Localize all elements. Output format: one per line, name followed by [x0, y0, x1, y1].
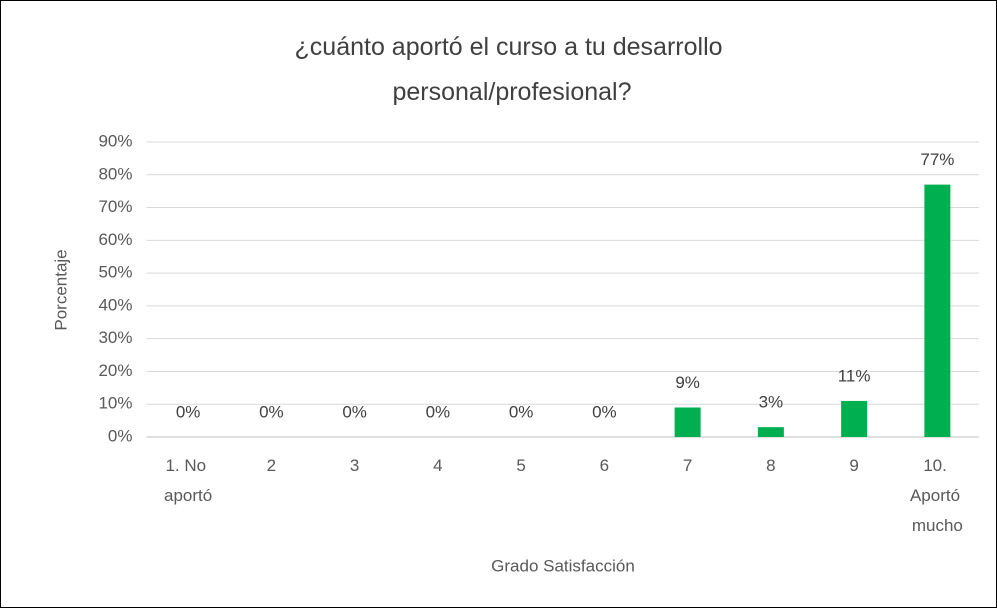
- y-tick-label: 60%: [98, 230, 132, 249]
- bar: [841, 400, 868, 437]
- y-tick-label: 20%: [98, 361, 132, 380]
- data-label: 0%: [509, 402, 534, 421]
- bar: [757, 427, 784, 437]
- y-axis-label: Porcentaje: [51, 249, 70, 330]
- data-label: 0%: [259, 402, 284, 421]
- x-tick-label: 5: [516, 456, 525, 475]
- y-tick-label: 70%: [98, 197, 132, 216]
- y-tick-label: 0%: [108, 426, 133, 445]
- x-axis-label: Grado Satisfacción: [491, 556, 635, 575]
- y-tick-label: 10%: [98, 394, 132, 413]
- y-tick-label: 50%: [98, 263, 132, 282]
- data-label: 0%: [342, 402, 367, 421]
- bar: [924, 184, 951, 437]
- x-tick-label: 7: [683, 456, 692, 475]
- y-tick-label: 30%: [98, 328, 132, 347]
- x-tick-label: 2: [267, 456, 276, 475]
- data-label: 11%: [838, 366, 871, 385]
- bar: [674, 407, 701, 437]
- x-tick-label: 3: [350, 456, 359, 475]
- data-label: 77%: [920, 150, 954, 169]
- data-label: 0%: [426, 402, 451, 421]
- chart-title: ¿cuánto aportó el curso a tu desarrollo …: [295, 33, 730, 106]
- data-label: 0%: [592, 402, 617, 421]
- x-tick-label: 6: [600, 456, 609, 475]
- y-tick-label: 80%: [98, 164, 132, 183]
- x-tick-label: 9: [849, 456, 858, 475]
- data-label: 3%: [759, 393, 784, 412]
- x-tick-label: 8: [766, 456, 775, 475]
- data-label: 9%: [675, 373, 700, 392]
- x-tick-label: 4: [433, 456, 442, 475]
- x-tick-label: 1. No aportó: [164, 456, 212, 505]
- y-tick-label: 90%: [98, 131, 132, 150]
- data-label: 0%: [176, 402, 201, 421]
- x-tick-label: 10. Aportó mucho: [910, 456, 965, 535]
- y-tick-label: 40%: [98, 295, 132, 314]
